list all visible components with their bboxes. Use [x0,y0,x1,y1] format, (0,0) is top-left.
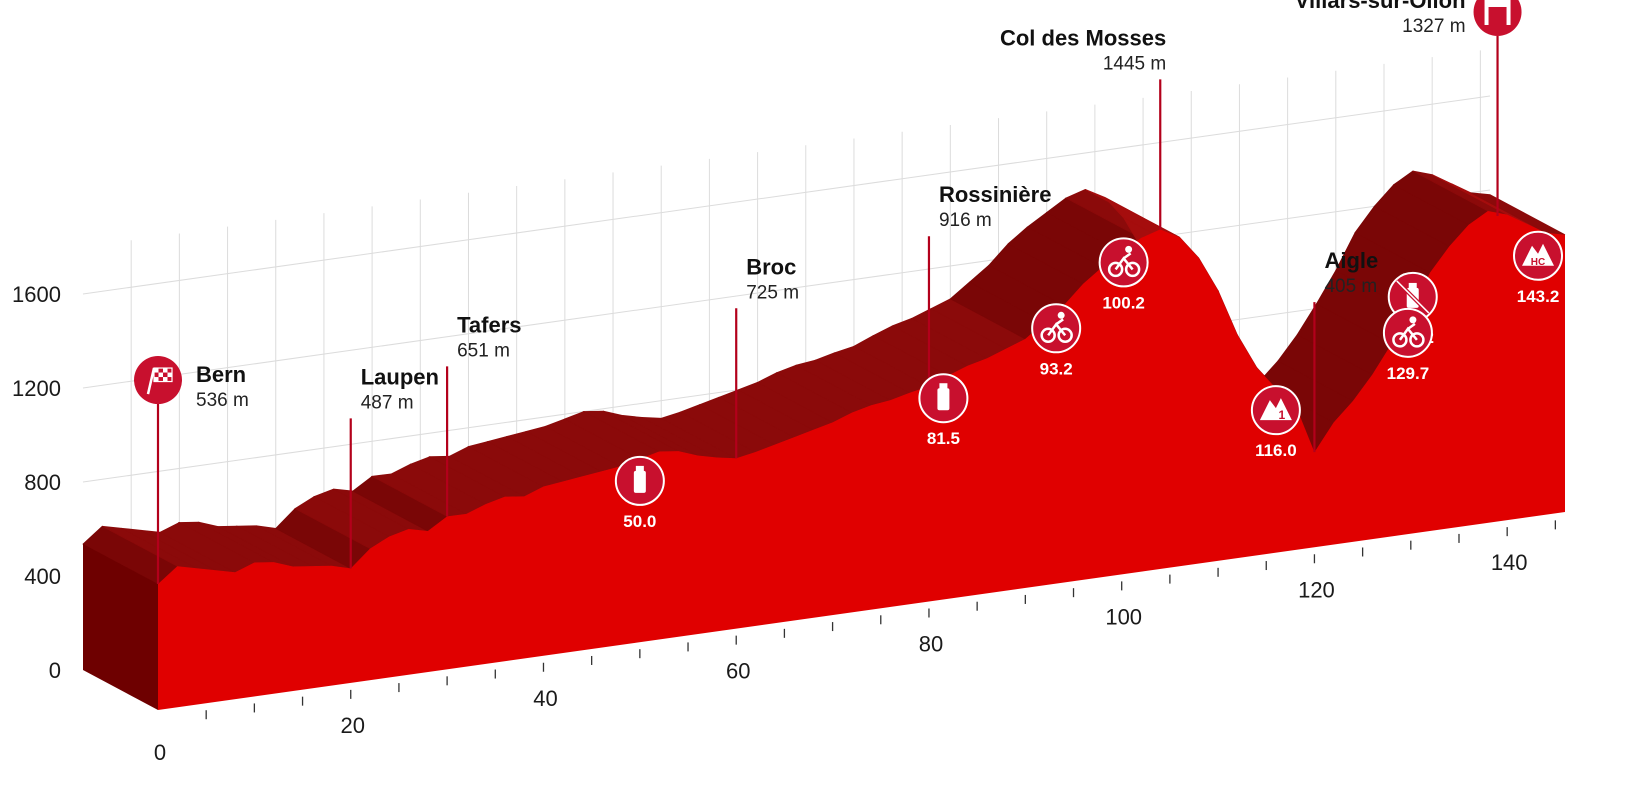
location-name: Laupen [361,364,439,389]
location-name: Aigle [1324,248,1378,273]
poi-km-label: 116.0 [1255,441,1297,460]
location-marker: Bern 536 m [134,356,249,585]
location-altitude: 536 m [196,390,249,411]
mountain-hc-icon: HC [1513,230,1564,281]
y-tick-label: 0 [49,658,61,683]
location-marker: Rossinière 916 m [927,182,1052,387]
profile-area [82,170,1566,710]
y-tick-label: 1200 [12,376,61,401]
climb-category-label: 1 [1279,408,1286,422]
water-bottle-icon [918,373,969,424]
location-marker: Col des Mosses 1445 m [1000,25,1166,230]
x-tick-label: 100 [1105,604,1142,629]
x-tick-label: 80 [919,632,943,657]
poi-marker: 81.5 [918,373,969,448]
x-tick-label: 0 [154,740,166,765]
location-altitude: 1327 m [1402,16,1465,37]
cyclist-icon [1031,303,1082,354]
poi-marker: 129.7 [1382,307,1433,383]
location-marker: Aigle 405 m [1313,248,1378,453]
poi-marker: 50.0 [614,455,665,531]
profile-front-face [158,211,1565,710]
cyclist-icon [1098,237,1149,288]
x-tick-label: 20 [340,713,364,738]
y-tick-label: 1600 [12,282,61,307]
location-altitude: 916 m [939,210,992,231]
cyclist-icon [1382,307,1433,358]
poi-marker: 1 116.0 [1250,385,1301,460]
location-name: Broc [746,254,796,279]
location-marker: Villars-sur-Ollon 1327 m [1295,0,1522,216]
grid-line-h [82,95,1491,295]
profile-side-face [83,544,158,710]
location-name: Col des Mosses [1000,25,1166,50]
location-marker: Broc 725 m [735,254,799,459]
x-tick-label: 40 [533,686,557,711]
y-tick-label: 400 [24,564,61,589]
poi-marker: 100.2 [1098,237,1149,312]
location-altitude: 405 m [1324,276,1377,297]
grid-line-h [82,189,1491,389]
x-tick-label: 120 [1298,577,1335,602]
location-altitude: 487 m [361,392,414,413]
location-altitude: 1445 m [1103,53,1166,74]
poi-km-label: 93.2 [1040,359,1073,378]
location-markers: Bern 536 m Laupen 487 m Tafers 651 m Broc 725 m… [134,0,1522,585]
finish-gate-icon [1473,0,1522,36]
climb-category-label: HC [1531,257,1545,268]
water-bottle-icon [614,455,665,506]
location-name: Villars-sur-Ollon [1295,0,1466,13]
poi-km-label: 50.0 [623,512,656,531]
x-axis: 0 20 40 60 80 100 120 140 [154,520,1557,765]
poi-marker: 93.2 [1031,303,1082,378]
poi-km-label: 100.2 [1102,293,1145,312]
location-name: Bern [196,362,246,387]
start-flag-icon [134,356,182,405]
location-marker: Laupen 487 m [349,364,439,569]
location-name: Rossinière [939,182,1052,207]
poi-marker: HC 143.2 [1513,230,1564,306]
poi-km-label: 129.7 [1387,364,1430,383]
y-axis: 0 400 800 1200 1600 [12,282,61,683]
x-tick-label: 60 [726,659,750,684]
location-marker: Tafers 651 m [446,312,522,517]
poi-km-label: 143.2 [1517,287,1560,306]
location-altitude: 725 m [746,282,799,303]
mountain-cat1-icon: 1 [1250,385,1301,436]
location-altitude: 651 m [457,340,510,361]
x-tick-label: 140 [1491,550,1528,575]
poi-km-label: 81.5 [927,429,960,448]
location-name: Tafers [457,312,521,337]
y-tick-label: 800 [24,470,61,495]
